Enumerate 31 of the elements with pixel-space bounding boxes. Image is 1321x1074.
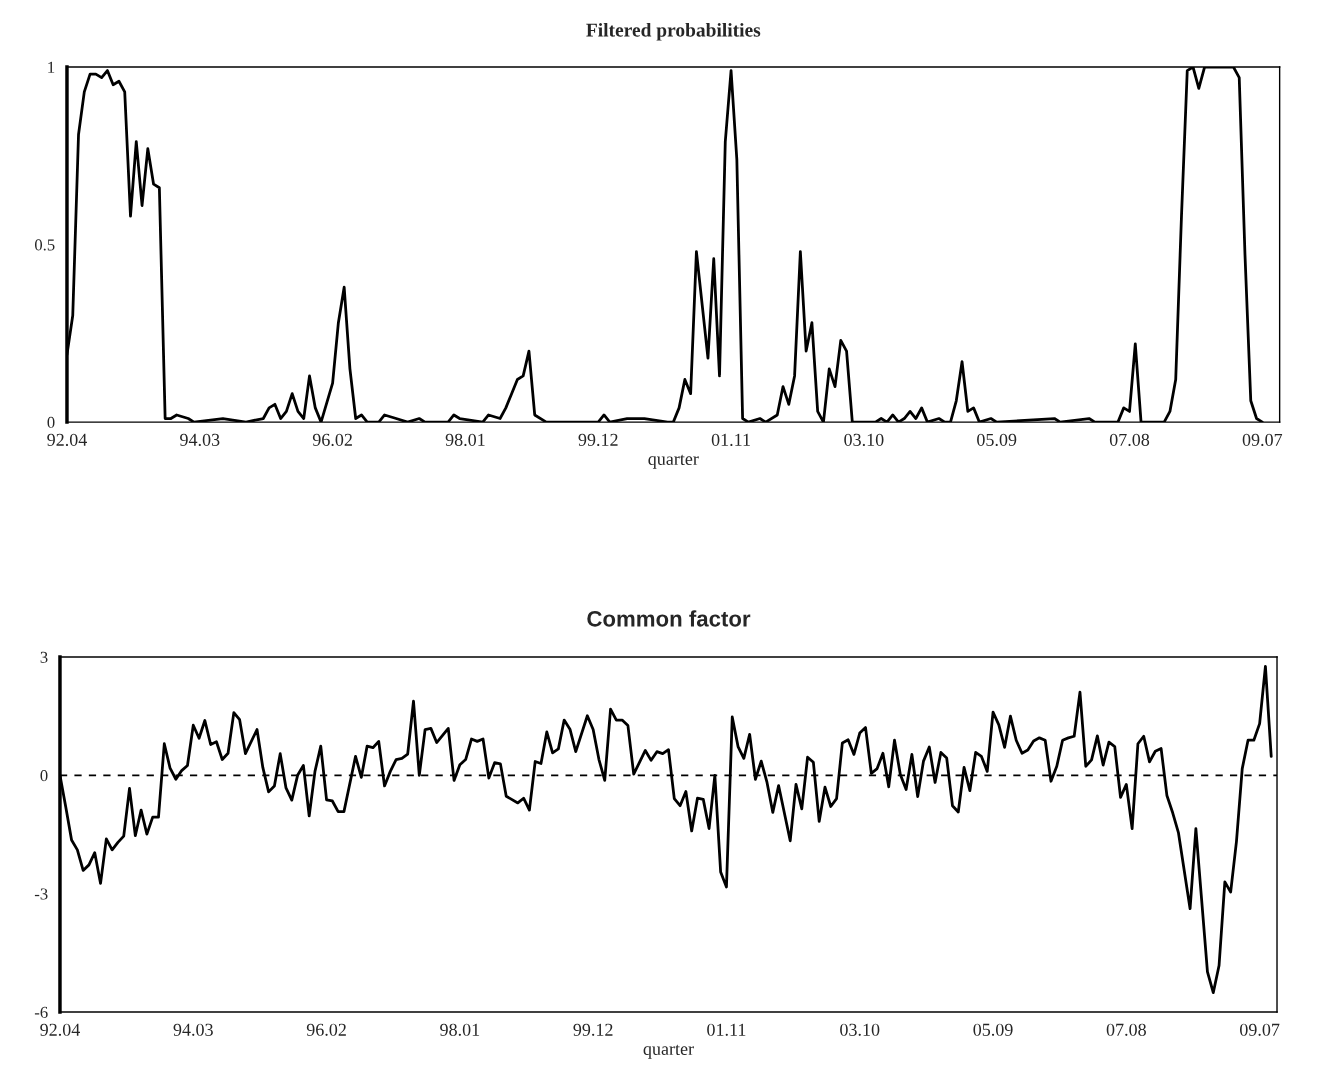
x-tick-label: 01.11 (707, 1023, 746, 1036)
x-axis-title: quarter (643, 1044, 694, 1059)
x-tick-label: 98.01 (445, 433, 485, 446)
x-tick-label: 94.03 (173, 1023, 213, 1036)
x-tick-label: 99.12 (578, 433, 618, 446)
y-tick-label: 0 (40, 770, 48, 782)
x-tick-label: 98.01 (440, 1023, 480, 1036)
y-tick-label: 1 (48, 61, 55, 73)
x-tick-label: 07.08 (1106, 1023, 1146, 1036)
x-tick-label: 94.03 (180, 433, 220, 446)
x-tick-label: 03.10 (840, 1023, 880, 1036)
x-tick-label: 05.09 (977, 433, 1017, 446)
x-tick-label: 03.10 (844, 433, 884, 446)
y-tick-label: -6 (34, 1006, 48, 1018)
x-tick-label: 92.04 (40, 1023, 80, 1036)
x-tick-label: 01.11 (711, 433, 750, 446)
x-tick-label: 96.02 (306, 1023, 346, 1036)
x-tick-label: 92.04 (47, 433, 88, 446)
x-tick-label: 96.02 (312, 433, 352, 446)
y-tick-label: 0.5 (34, 239, 55, 251)
y-tick-label: 0 (47, 416, 55, 429)
x-tick-label: 09.07 (1240, 1023, 1280, 1036)
x-tick-label: 05.09 (973, 1023, 1013, 1036)
x-tick-label: 99.12 (573, 1023, 613, 1036)
y-tick-label: 3 (40, 651, 48, 663)
x-tick-label: 09.07 (1242, 433, 1283, 446)
x-axis-title: quarter (648, 454, 699, 469)
chart-title: Filtered probabilities (586, 22, 761, 41)
chart-title: Common factor (587, 610, 751, 627)
x-tick-label: 07.08 (1109, 433, 1150, 446)
y-tick-label: -3 (34, 888, 48, 900)
